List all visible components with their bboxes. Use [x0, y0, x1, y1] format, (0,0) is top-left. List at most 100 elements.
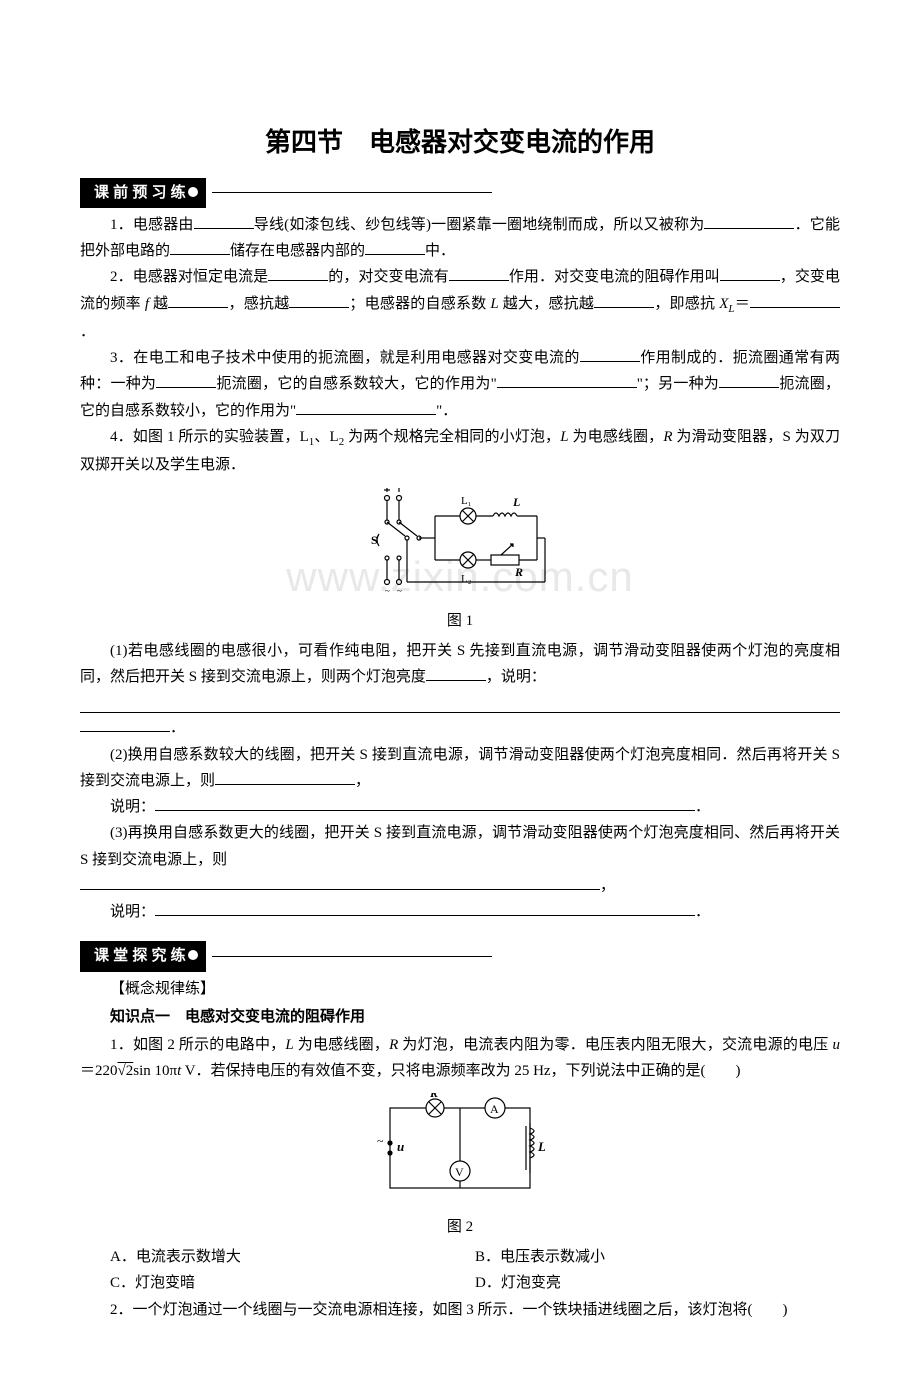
- svg-text:V: V: [455, 1165, 464, 1179]
- text: ．: [80, 324, 95, 340]
- svg-text:~: ~: [385, 586, 390, 596]
- blank: [296, 400, 436, 415]
- var-X: X: [719, 296, 728, 312]
- var-u: u: [832, 1037, 840, 1053]
- inclass-q2: 2．一个灯泡通过一个线圈与一交流电源相连接，如图 3 所示．一个铁块插进线圈之后…: [80, 1297, 840, 1323]
- text: 为两个规格完全相同的小灯泡，: [344, 429, 560, 445]
- text: 中．: [425, 243, 455, 259]
- blank: [750, 293, 840, 308]
- text: sin 10π: [133, 1063, 177, 1079]
- section-pre-badge-text: 课 前 预 习 练: [94, 184, 186, 201]
- badge-dot-icon: [188, 187, 198, 197]
- inclass-q1: 1．如图 2 所示的电路中，L 为电感线圈，R 为灯泡，电流表内阻为零．电压表内…: [80, 1032, 840, 1085]
- option-a: A．电流表示数增大: [110, 1244, 475, 1270]
- svg-text:L: L: [512, 495, 520, 509]
- section-inclass-badge: 课 堂 探 究 练: [80, 941, 206, 971]
- blank: [580, 347, 640, 362]
- var-R: R: [663, 429, 672, 445]
- concept-tag: 【概念规律练】: [80, 976, 840, 1002]
- text: ＝: [735, 296, 750, 312]
- pre-q2: 2．电感器对恒定电流是的，对交变电流有作用．对交变电流的阻碍作用叫，交变电流的频…: [80, 264, 840, 345]
- text: ，: [600, 878, 615, 894]
- text: 为灯泡，电流表内阻为零．电压表内阻无限大，交流电源的电压: [398, 1037, 832, 1053]
- svg-text:u: u: [397, 1139, 404, 1154]
- text: 作用．对交变电流的阻碍作用叫: [509, 269, 720, 285]
- text: 为电感线圈，: [294, 1037, 389, 1053]
- text: (2)换用自感系数较大的线圈，把开关 S 接到直流电源，调节滑动变阻器使两个灯泡…: [80, 747, 840, 789]
- pre-q1: 1．电感器由导线(如漆包线、纱包线等)一圈紧靠一圈地绕制而成，所以又被称为．它能…: [80, 212, 840, 265]
- blank-line: [80, 692, 840, 713]
- text: 1．如图 2 所示的电路中，: [110, 1037, 285, 1053]
- text: 1．电感器由: [110, 217, 194, 233]
- figure-1: ~ ~ S L₁: [80, 486, 840, 605]
- text: 越大，感抗越: [499, 296, 594, 312]
- blank: [155, 796, 695, 811]
- var-L: L: [490, 296, 498, 312]
- svg-text:~: ~: [397, 586, 402, 596]
- text: 、L: [314, 429, 338, 445]
- page-title: 第四节 电感器对交变电流的作用: [80, 120, 840, 166]
- text: V．若保持电压的有效值不变，只将电源频率改为 25 Hz，下列说法中正确的是( …: [181, 1063, 740, 1079]
- text: ，即感抗: [654, 296, 719, 312]
- text: 越: [149, 296, 168, 312]
- section-inclass-header: 课 堂 探 究 练: [80, 941, 840, 971]
- pre-q4-3: (3)再换用自感系数更大的线圈，把开关 S 接到直流电源，调节滑动变阻器使两个灯…: [80, 820, 840, 873]
- text: 为电感线圈，: [569, 429, 664, 445]
- figure-2: ~ u R A V L: [80, 1093, 840, 1212]
- var-L: L: [560, 429, 568, 445]
- svg-text:R: R: [514, 565, 523, 579]
- section-line: [212, 956, 492, 957]
- blank: [80, 875, 600, 890]
- blank: [365, 240, 425, 255]
- blank: [720, 266, 780, 281]
- text: ．: [695, 799, 710, 815]
- blank: [215, 770, 355, 785]
- blank: [168, 293, 228, 308]
- text: ；电感器的自感系数: [349, 296, 490, 312]
- text: ，说明：: [486, 669, 546, 685]
- blank: [268, 266, 328, 281]
- section-pre-badge: 课 前 预 习 练: [80, 178, 206, 208]
- svg-text:L₁: L₁: [461, 495, 472, 507]
- text: 储存在电感器内部的: [230, 243, 365, 259]
- pre-q4-3-exp: 说明： ．: [80, 899, 840, 925]
- text: 导线(如漆包线、纱包线等)一圈紧靠一圈地绕制而成，所以又被称为: [254, 217, 705, 233]
- text: "；另一种为: [637, 376, 719, 392]
- page-content: 第四节 电感器对交变电流的作用 课 前 预 习 练 1．电感器由 导线(如漆包线、…: [80, 120, 840, 1323]
- pre-q4-2: (2)换用自感系数较大的线圈，把开关 S 接到直流电源，调节滑动变阻器使两个灯泡…: [80, 742, 840, 795]
- text: 的，对交变电流有: [328, 269, 449, 285]
- svg-text:R: R: [429, 1093, 438, 1100]
- blank: [704, 214, 794, 229]
- svg-text:L: L: [537, 1139, 545, 1154]
- pre-q4-2-exp: 说明： ．: [80, 794, 840, 820]
- blank: [170, 240, 230, 255]
- text: ．: [695, 904, 710, 920]
- blank: [156, 373, 216, 388]
- section-pre-header: 课 前 预 习 练: [80, 178, 840, 208]
- section-line: [212, 192, 492, 193]
- text: ＝220: [80, 1063, 118, 1079]
- blank: [426, 666, 486, 681]
- text: 2．电感器对恒定电流是: [110, 269, 268, 285]
- svg-text:~: ~: [377, 1134, 384, 1148]
- pre-q4-1: (1)若电感线圈的电感很小，可看作纯电阻，把开关 S 先接到直流电源，调节滑动变…: [80, 638, 840, 691]
- text: "．: [436, 403, 457, 419]
- var-R: R: [389, 1037, 398, 1053]
- pre-q4: 4．如图 1 所示的实验装置，L1、L2 为两个规格完全相同的小灯泡，L 为电感…: [80, 424, 840, 479]
- text: 说明：: [110, 904, 155, 920]
- option-c: C．灯泡变暗: [110, 1270, 475, 1296]
- blank: [497, 373, 637, 388]
- text: ，: [355, 773, 370, 789]
- svg-text:L₂: L₂: [461, 573, 472, 585]
- option-b: B．电压表示数减小: [475, 1244, 840, 1270]
- blank: [194, 214, 254, 229]
- badge-dot-icon: [188, 950, 198, 960]
- text: ．: [170, 720, 185, 736]
- figure-1-caption: 图 1: [80, 608, 840, 634]
- circuit-2-icon: ~ u R A V L: [375, 1093, 545, 1203]
- line-end: ，: [80, 873, 840, 899]
- text: 说明：: [110, 799, 155, 815]
- blank: [449, 266, 509, 281]
- circuit-1-icon: ~ ~ S L₁: [365, 486, 555, 596]
- text: 4．如图 1 所示的实验装置，L: [110, 429, 309, 445]
